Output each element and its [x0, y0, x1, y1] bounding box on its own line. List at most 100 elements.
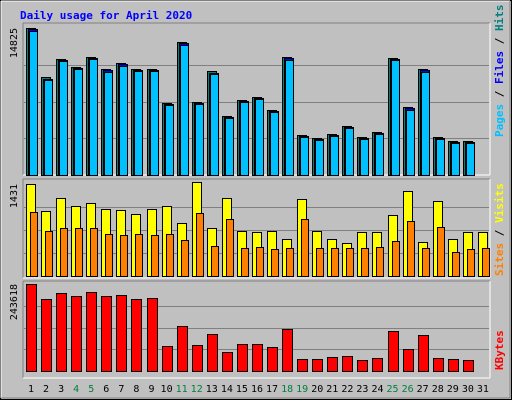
- legend-separator: /: [493, 31, 506, 51]
- x-tick-label: 22: [341, 384, 353, 395]
- hits-bar-pages: [74, 69, 83, 176]
- legend-entry-sites: Sites: [493, 243, 506, 276]
- x-tick-label: 3: [58, 384, 64, 395]
- x-tick-label: 26: [402, 384, 414, 395]
- kbytes-bar-kbytes: [312, 359, 323, 372]
- visits-bar-sites: [361, 248, 369, 277]
- x-tick-label: 2: [43, 384, 49, 395]
- x-tick-label: 6: [103, 384, 109, 395]
- legend-separator: /: [493, 84, 506, 104]
- legend-entry-kbytes: KBytes: [493, 330, 506, 370]
- visits-bar-sites: [482, 248, 490, 277]
- visits-bar-sites: [30, 212, 38, 277]
- x-tick-label: 13: [206, 384, 218, 395]
- legend-entry-pages: Pages: [493, 104, 506, 137]
- visits-bar-sites: [301, 219, 309, 277]
- legends: Pages / Files / Hits Sites / Visits KBytes: [493, 5, 506, 371]
- x-tick-label: 29: [447, 384, 459, 395]
- kbytes-bar-kbytes: [162, 346, 173, 372]
- hits-ymax-label: 14825: [9, 28, 20, 58]
- kbytes-ymax-label: 243618: [9, 284, 20, 320]
- hits-bar-pages: [29, 31, 38, 176]
- hits-bar-pages: [330, 136, 339, 176]
- x-tick-label: 8: [133, 384, 139, 395]
- visits-bar-sites: [452, 252, 460, 277]
- kbytes-bar-kbytes: [41, 299, 52, 372]
- kbytes-bar-kbytes: [131, 299, 142, 372]
- x-tick-label: 25: [387, 384, 399, 395]
- x-tick-label: 5: [88, 384, 94, 395]
- visits-bar-sites: [316, 248, 324, 277]
- visits-bar-sites: [211, 246, 219, 277]
- hits-bar-pages: [345, 128, 354, 176]
- visits-bar-sites: [226, 219, 234, 277]
- x-tick-label: 11: [176, 384, 188, 395]
- visits-bar-sites: [135, 234, 143, 277]
- x-tick-label: 30: [462, 384, 474, 395]
- hits-bar-pages: [285, 60, 294, 176]
- x-tick-label: 15: [236, 384, 248, 395]
- kbytes-bar-kbytes: [56, 293, 67, 372]
- hits-bar-pages: [44, 80, 53, 176]
- kbytes-bar-kbytes: [177, 326, 188, 372]
- visits-bar-sites: [151, 235, 159, 277]
- hits-bar-pages: [89, 59, 98, 176]
- kbytes-bar-kbytes: [26, 284, 37, 372]
- x-tick-label: 16: [251, 384, 263, 395]
- kbytes-bar-kbytes: [237, 344, 248, 372]
- kbytes-bar-kbytes: [297, 359, 308, 372]
- visits-bar-sites: [75, 228, 83, 277]
- x-tick-label: 18: [281, 384, 293, 395]
- visits-bar-sites: [120, 235, 128, 277]
- visits-bar-sites: [60, 228, 68, 277]
- kbytes-bar-kbytes: [327, 357, 338, 372]
- hits-bar-pages: [466, 143, 475, 176]
- hits-bar-pages: [451, 143, 460, 176]
- kbytes-bar-kbytes: [403, 349, 414, 372]
- visits-bar-sites: [467, 249, 475, 277]
- visits-ymax-label: 1431: [9, 184, 20, 208]
- legend-separator: /: [493, 223, 506, 243]
- visits-panel: 1431: [9, 178, 491, 279]
- hits-bar-pages: [360, 139, 369, 176]
- kbytes-bar-kbytes: [388, 331, 399, 372]
- hits-legend: Pages / Files / Hits: [493, 5, 506, 138]
- hits-bar-pages: [59, 61, 68, 176]
- hits-bar-pages: [406, 110, 415, 176]
- kbytes-bar-kbytes: [252, 344, 263, 372]
- visits-bar-sites: [181, 240, 189, 277]
- visits-bar-sites: [392, 241, 400, 277]
- kbytes-bar-kbytes: [342, 356, 353, 372]
- kbytes-bar-kbytes: [372, 358, 383, 372]
- x-tick-label: 19: [296, 384, 308, 395]
- x-tick-label: 4: [73, 384, 79, 395]
- hits-bar-pages: [240, 102, 249, 176]
- kbytes-bar-kbytes: [192, 345, 203, 372]
- kbytes-bar-kbytes: [101, 296, 112, 372]
- hits-bar-pages: [104, 72, 113, 176]
- hits-bar-pages: [436, 139, 445, 176]
- hits-bar-pages: [150, 71, 159, 176]
- hits-bar-pages: [421, 72, 430, 176]
- visits-bar-sites: [346, 248, 354, 277]
- visits-bar-sites: [196, 213, 204, 277]
- kbytes-bar-kbytes: [147, 298, 158, 372]
- x-tick-label: 28: [432, 384, 444, 395]
- visits-bar-sites: [437, 227, 445, 277]
- hits-bar-pages: [210, 74, 219, 176]
- visits-bar-sites: [407, 221, 415, 277]
- visits-bar-sites: [256, 247, 264, 277]
- x-tick-label: 7: [118, 384, 124, 395]
- kbytes-bar-kbytes: [448, 359, 459, 372]
- legend-entry-files: Files: [493, 51, 506, 84]
- kbytes-bar-kbytes: [116, 295, 127, 372]
- x-tick-label: 17: [266, 384, 278, 395]
- hits-bar-pages: [119, 66, 128, 176]
- visits-bar-sites: [105, 234, 113, 277]
- hits-bar-pages: [255, 99, 264, 176]
- kbytes-bar-kbytes: [222, 352, 233, 372]
- x-tick-label: 10: [161, 384, 173, 395]
- legend-entry-visits: Visits: [493, 183, 506, 223]
- kbytes-bar-kbytes: [357, 360, 368, 372]
